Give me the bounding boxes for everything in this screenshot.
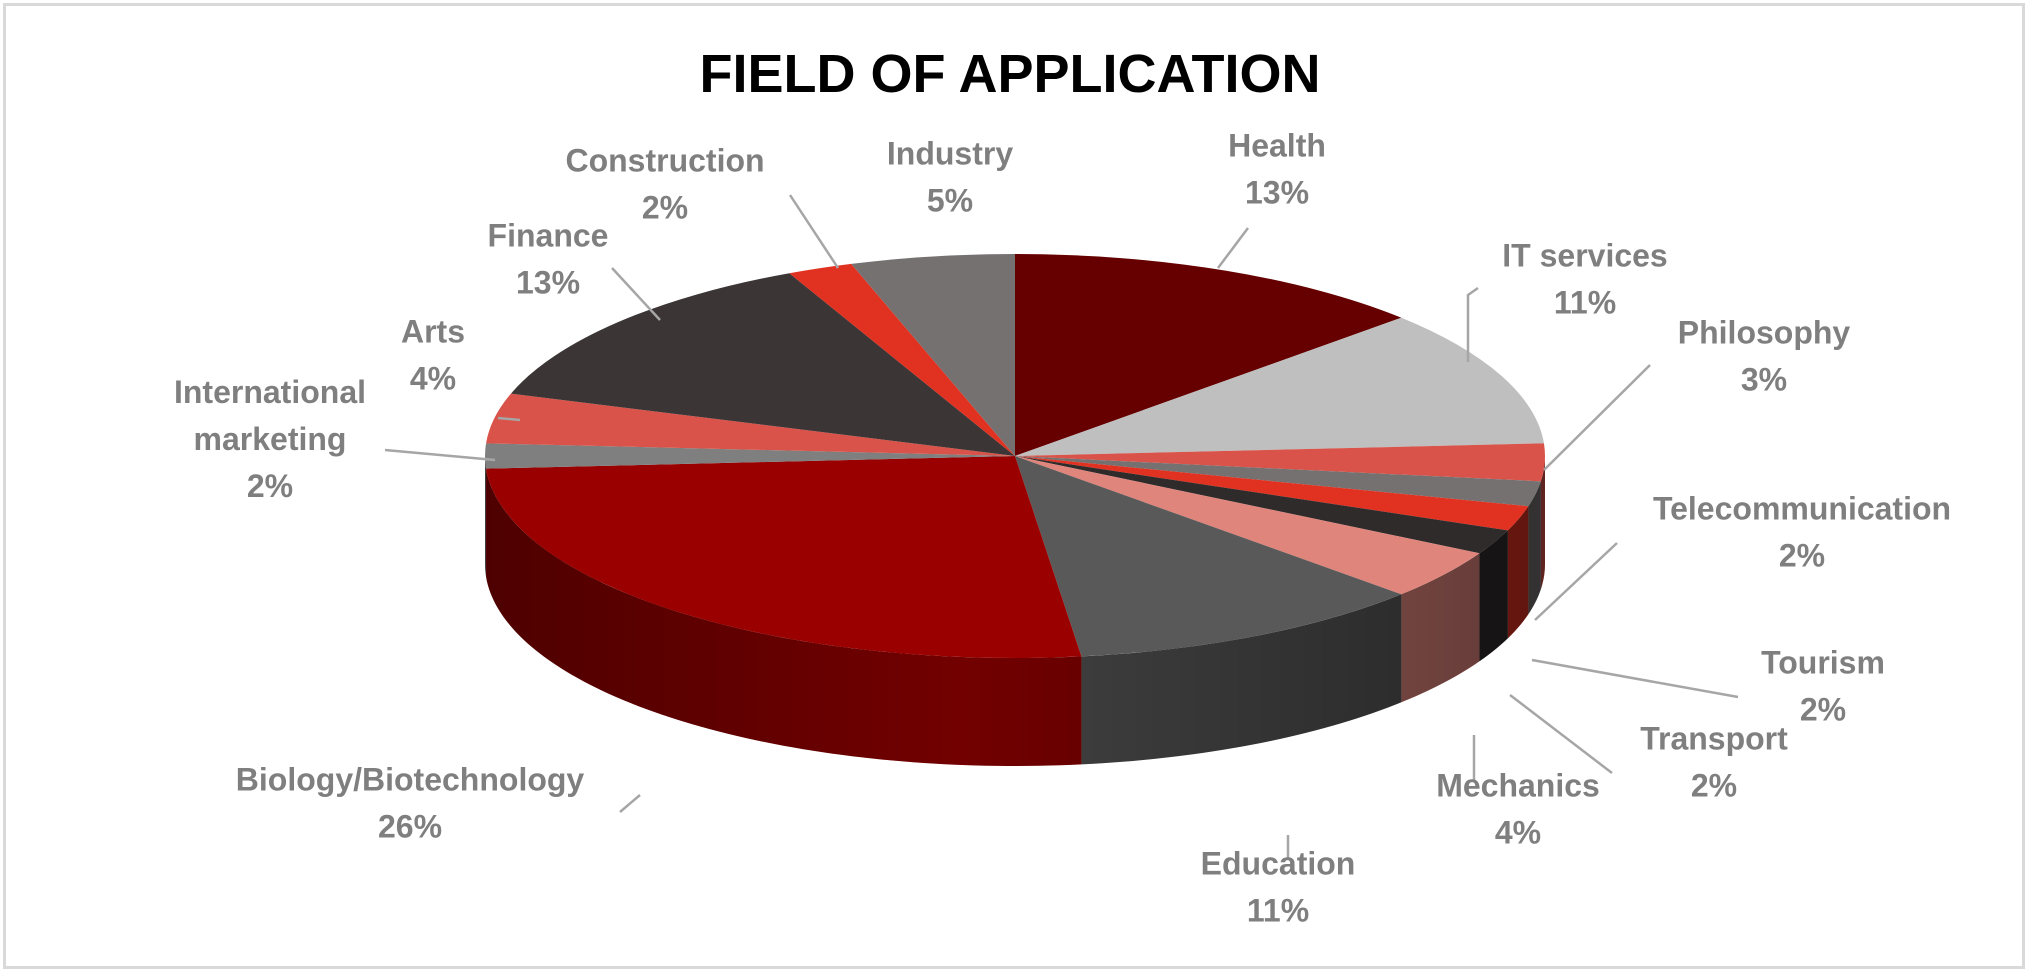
data-label-pct-transport: 2% <box>1691 768 1737 804</box>
pie-slices <box>485 254 1545 659</box>
data-label-pct-mechanics: 4% <box>1495 815 1541 851</box>
data-label-international-marketing-line-1: International <box>174 374 366 410</box>
pie-slice-industry <box>851 254 1015 456</box>
data-label-biology-biotechnology: Biology/Biotechnology <box>236 762 585 798</box>
data-label-pct-industry: 5% <box>927 183 973 219</box>
data-label-pct-biology-biotechnology: 26% <box>378 809 442 845</box>
pie-side-shading <box>485 456 1545 766</box>
data-label-education: Education <box>1201 846 1356 882</box>
pie-depth <box>485 456 1545 766</box>
pie-slice-education <box>1015 456 1402 657</box>
data-label-pct-education: 11% <box>1247 893 1309 929</box>
data-label-arts: Arts <box>401 314 465 350</box>
pie-slice-mechanics <box>1015 456 1480 595</box>
data-label-pct-health: 13% <box>1245 175 1309 211</box>
data-label-pct-finance: 13% <box>516 265 580 301</box>
data-label-pct-construction: 2% <box>642 190 688 226</box>
data-label-philosophy: Philosophy <box>1678 315 1851 351</box>
pie-slice-international-marketing <box>485 443 1015 469</box>
data-label-international-marketing-line-2: marketing <box>194 421 347 457</box>
pie-slice-construction <box>789 263 1015 456</box>
data-label-pct-international-marketing: 2% <box>247 468 293 504</box>
data-label-industry: Industry <box>887 136 1013 172</box>
leader-line-biology-biotechnology <box>619 794 641 813</box>
pie-slice-philosophy <box>1015 443 1545 482</box>
data-label-pct-telecommunication: 2% <box>1779 538 1825 574</box>
pie-slice-arts <box>486 393 1015 456</box>
leader-line-transport <box>1509 694 1613 774</box>
data-label-transport: Transport <box>1640 721 1788 757</box>
leader-line-tourism <box>1531 658 1739 699</box>
leader-line-international-marketing <box>384 448 496 462</box>
pie-slice-tourism <box>1015 456 1529 531</box>
pie-slice-finance <box>510 273 1015 456</box>
leader-line-finance <box>611 267 661 321</box>
leader-lines <box>384 194 1739 858</box>
pie-slice-it-services <box>1015 317 1544 456</box>
data-label-pct-tourism: 2% <box>1800 692 1846 728</box>
data-label-pct-it-services: 11% <box>1554 285 1616 321</box>
data-labels: Health 13% IT services 11% Philosophy 3% Telec… <box>174 128 1951 929</box>
leader-line-it-services <box>1466 286 1479 362</box>
data-label-mechanics: Mechanics <box>1436 768 1600 804</box>
data-label-telecommunication: Telecommunication <box>1653 491 1951 527</box>
data-label-pct-philosophy: 3% <box>1741 362 1787 398</box>
pie-slice-biology-biotechnology <box>486 456 1082 659</box>
data-label-it-services: IT services <box>1502 238 1667 274</box>
leader-line-health <box>1217 227 1249 269</box>
pie-slice-health <box>1015 254 1402 456</box>
chart-title: FIELD OF APPLICATION <box>700 44 1321 104</box>
pie-slice-transport <box>1015 456 1508 554</box>
data-label-finance: Finance <box>488 218 609 254</box>
leader-line-philosophy <box>1543 364 1651 471</box>
data-label-tourism: Tourism <box>1761 645 1885 681</box>
data-label-health: Health <box>1228 128 1326 164</box>
data-label-construction: Construction <box>565 143 764 179</box>
leader-line-arts <box>497 416 521 422</box>
data-label-pct-arts: 4% <box>410 361 456 397</box>
leader-line-telecommunication <box>1534 542 1618 621</box>
pie-slice-telecommunication <box>1015 456 1541 507</box>
leader-line-construction <box>788 194 840 269</box>
